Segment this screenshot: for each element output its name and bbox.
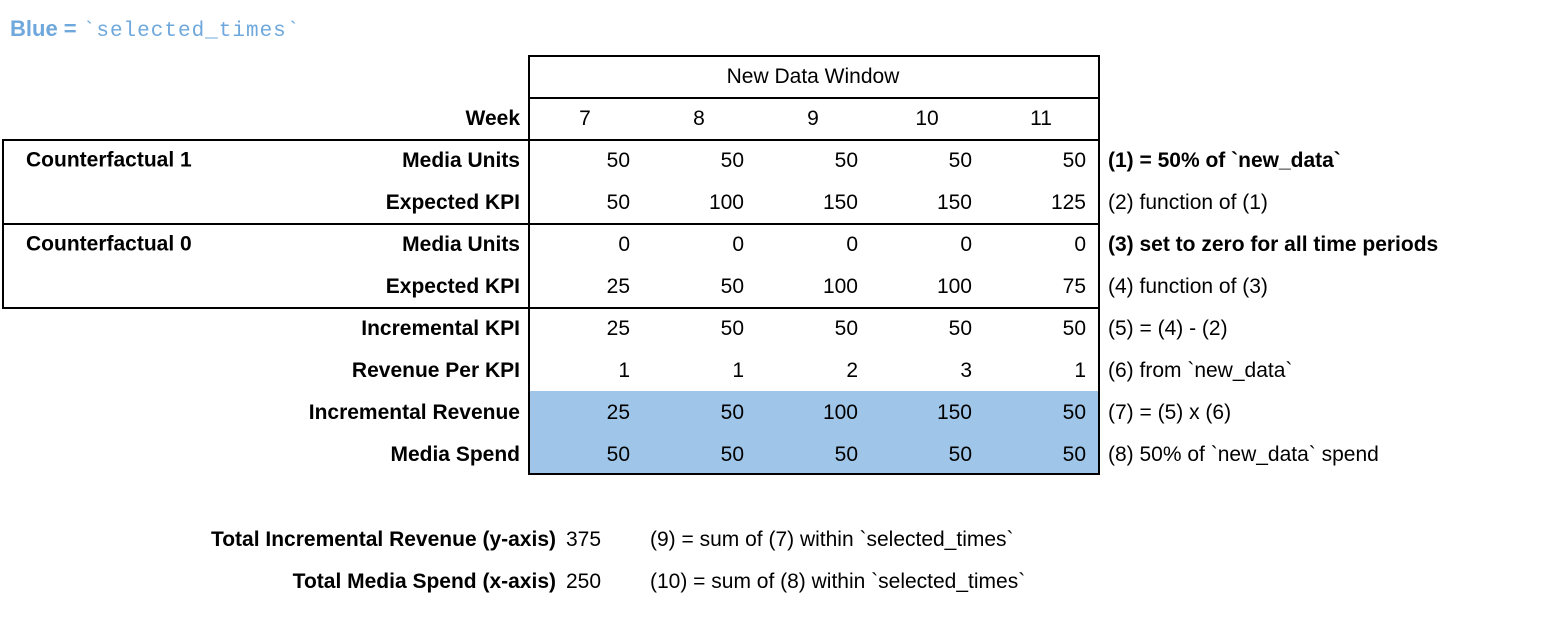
data-cell: 25 [606,316,630,340]
data-cell: 50 [984,391,1098,433]
data-cell: 125 [1050,190,1086,214]
data-cell: 50 [1062,148,1086,172]
table-border-cf-divider [2,223,1100,225]
row-label-media-units: Media Units Counterfactual 1 [26,148,520,172]
data-cell: 50 [984,433,1098,475]
table-grid: New Data Window Week 7 8 9 10 11 Media Units Cou… [0,55,1544,475]
week-7: 7 [579,106,591,130]
row-label-expected-kpi: Expected KPI [385,190,520,214]
data-cell: 2 [846,358,858,382]
row-note: (2) function of (1) [1108,190,1268,214]
data-cell: 150 [870,391,984,433]
row-note: (3) set to zero for all time periods [1108,232,1439,256]
row-note: (1) = 50% of `new_data` [1108,148,1341,172]
data-cell: 0 [960,232,972,256]
total-incremental-revenue-row: Total Incremental Revenue (y-axis) 375 (… [0,519,1544,561]
data-cell: 1 [1074,358,1086,382]
data-cell: 3 [960,358,972,382]
data-cell: 50 [720,148,744,172]
legend: Blue = `selected_times` [10,16,300,43]
data-cell: 50 [642,391,756,433]
legend-label: Blue = [10,16,83,41]
data-cell: 0 [1074,232,1086,256]
row-label-expected-kpi: Expected KPI [385,274,520,298]
data-cell: 100 [936,274,972,298]
week-10: 10 [915,106,939,130]
table-border-week-bottom [2,139,1100,141]
table-border-right [1098,55,1100,475]
data-cell: 1 [618,358,630,382]
data-cell: 100 [708,190,744,214]
data-cell: 1 [732,358,744,382]
table-border-cf0-bottom [2,307,1100,309]
total-incremental-revenue-value: 375 [566,528,602,551]
data-cell: 50 [642,433,756,475]
table-border-bottom [528,473,1100,475]
data-cell: 50 [948,148,972,172]
row-note: (7) = (5) x (6) [1108,400,1232,424]
week-label: Week [465,106,520,130]
data-cell: 50 [606,190,630,214]
row-note: (4) function of (3) [1108,274,1268,298]
total-media-spend-note: (10) = sum of (8) within `selected_times… [650,570,1026,593]
data-cell: 0 [618,232,630,256]
table-border-top [528,55,1100,57]
row-label-revenue-per-kpi: Revenue Per KPI [351,358,520,382]
row-label-media-spend: Media Spend [390,442,520,466]
data-cell: 150 [822,190,858,214]
data-cell: 150 [936,190,972,214]
total-media-spend-label: Total Media Spend (x-axis) [292,570,556,593]
total-incremental-revenue-note: (9) = sum of (7) within `selected_times` [650,528,1014,551]
data-cell: 25 [606,274,630,298]
data-cell: 50 [834,148,858,172]
data-cell: 50 [834,316,858,340]
totals: Total Incremental Revenue (y-axis) 375 (… [0,519,1544,603]
data-cell: 75 [1062,274,1086,298]
row-note: (5) = (4) - (2) [1108,316,1228,340]
row-label-incremental-kpi: Incremental KPI [361,316,520,340]
data-cell: 100 [756,391,870,433]
data-cell: 50 [756,433,870,475]
data-cell: 25 [528,391,642,433]
data-cell: 0 [846,232,858,256]
row-label-incremental-revenue: Incremental Revenue [308,400,520,424]
row-note: (6) from `new_data` [1108,358,1293,382]
legend-code: `selected_times` [82,20,301,43]
week-9: 9 [807,106,819,130]
table-border-header [528,97,1100,99]
group-label-counterfactual-1: Counterfactual 1 [26,148,192,172]
week-8: 8 [693,106,705,130]
data-cell: 100 [822,274,858,298]
week-11: 11 [1030,106,1052,130]
group-label-counterfactual-0: Counterfactual 0 [26,232,192,256]
data-cell: 50 [870,433,984,475]
total-media-spend-row: Total Media Spend (x-axis) 250 (10) = su… [0,561,1544,603]
data-cell: 50 [720,316,744,340]
table-border-left [528,55,530,475]
window-header: New Data Window [726,64,900,88]
counterfactual-box-left [2,139,4,309]
row-note: (8) 50% of `new_data` spend [1108,442,1379,466]
data-cell: 50 [528,433,642,475]
data-cell: 50 [720,274,744,298]
row-label-media-units: Media Units Counterfactual 0 [26,232,520,256]
data-cell: 50 [1062,316,1086,340]
total-incremental-revenue-label: Total Incremental Revenue (y-axis) [210,528,556,551]
data-cell: 0 [732,232,744,256]
total-media-spend-value: 250 [566,570,602,593]
data-cell: 50 [948,316,972,340]
data-cell: 50 [606,148,630,172]
